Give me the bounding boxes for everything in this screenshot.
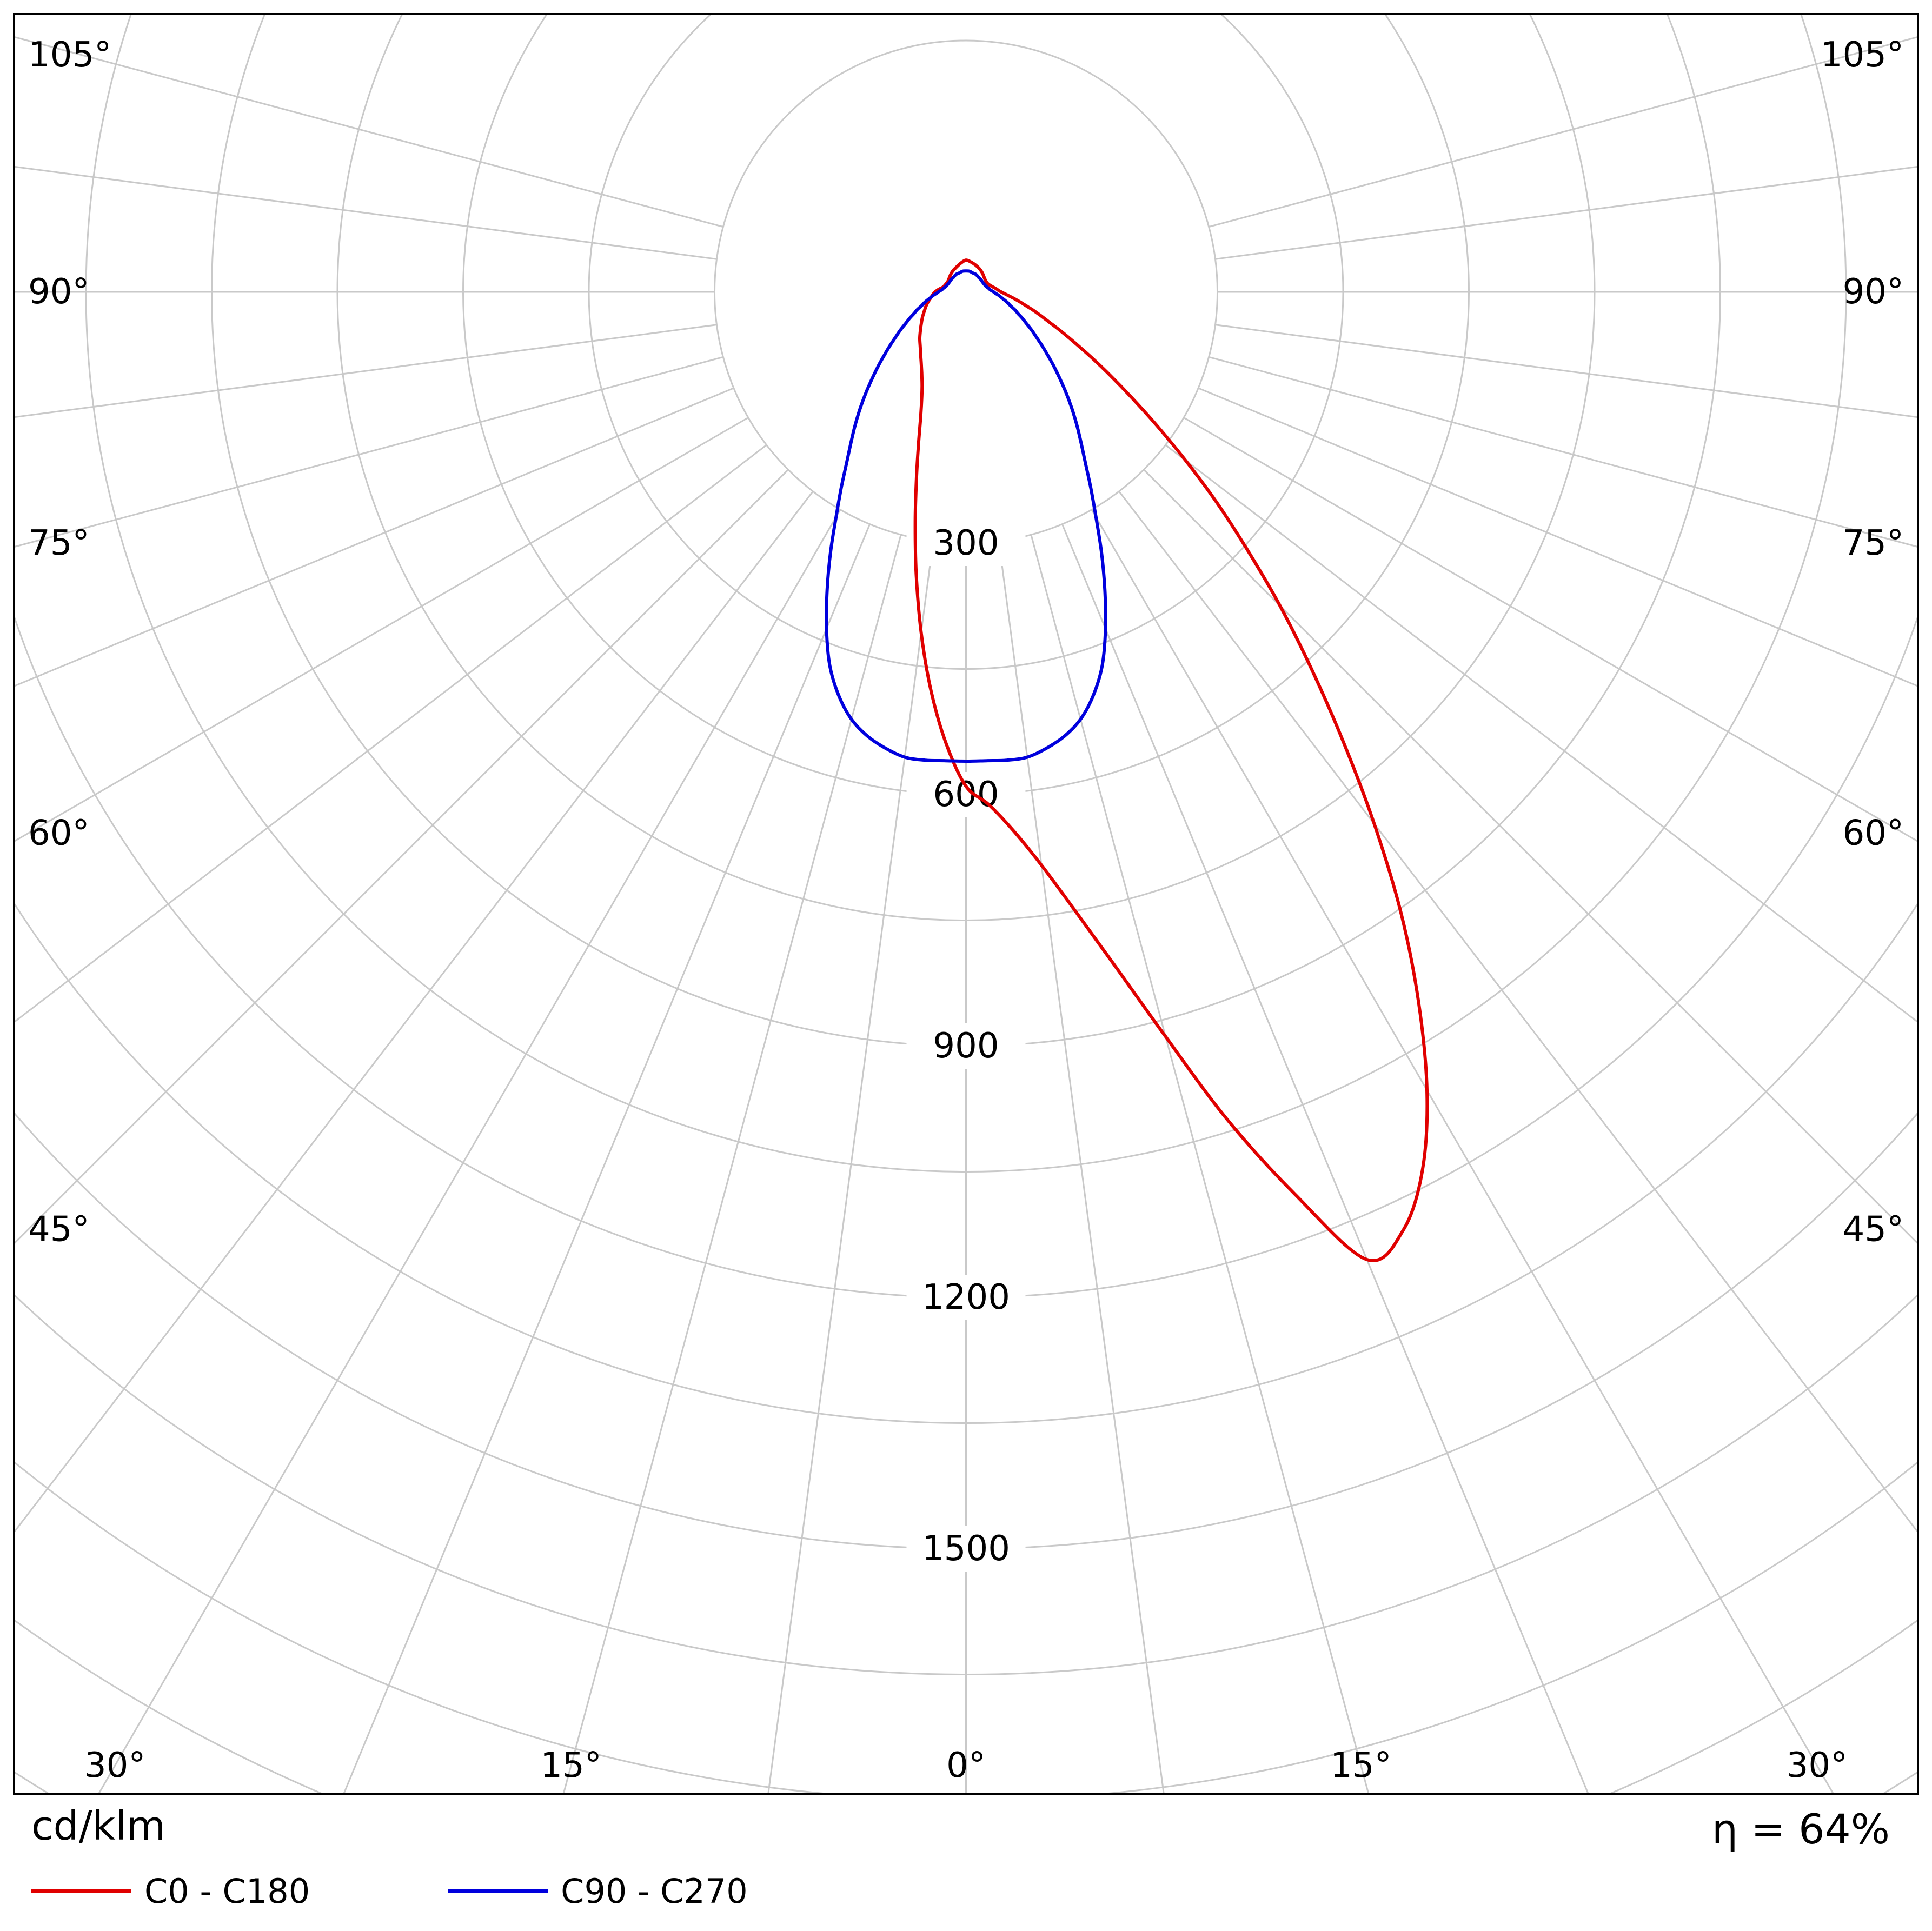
angle-label: 105° — [1821, 35, 1904, 75]
radial-label-mask — [906, 772, 1026, 817]
legend-label-c0-c180: C0 - C180 — [144, 1872, 310, 1911]
legend-item-c90-c270: C90 - C270 — [448, 1872, 748, 1911]
radial-label-mask — [906, 1023, 1026, 1069]
legend-line-c90-c270-icon — [448, 1889, 548, 1893]
angle-label: 15° — [1330, 1746, 1391, 1786]
angle-label: 45° — [1843, 1210, 1904, 1250]
radial-axis-labels: 300 600 900 1200 1500 — [906, 521, 1026, 1572]
curve-c90-c270 — [825, 269, 1107, 763]
legend-line-c0-c180-icon — [31, 1889, 131, 1893]
radial-label: 900 — [933, 1026, 999, 1066]
angle-label: 45° — [28, 1210, 89, 1250]
radial-label: 1200 — [922, 1277, 1010, 1317]
angle-label: 15° — [540, 1746, 601, 1786]
legend-item-c0-c180: C0 - C180 — [31, 1872, 310, 1911]
radial-label: 1500 — [922, 1529, 1010, 1569]
angle-label: 30° — [84, 1746, 145, 1786]
angle-label: 0° — [946, 1746, 986, 1786]
angle-label: 30° — [1787, 1746, 1848, 1786]
legend-label-c90-c270: C90 - C270 — [561, 1872, 748, 1911]
chart-frame — [13, 13, 1919, 1795]
efficiency-label: η = 64% — [1711, 1805, 1890, 1853]
angle-label: 105° — [28, 35, 111, 75]
angle-label: 90° — [28, 272, 89, 312]
angle-label: 75° — [1843, 523, 1904, 563]
radial-label: 600 — [933, 775, 999, 815]
intensity-curves — [825, 258, 1429, 1262]
legend: C0 - C180 C90 - C270 — [31, 1872, 886, 1911]
radial-label-mask — [906, 521, 1026, 566]
angle-label: 60° — [1843, 813, 1904, 853]
radial-label-mask — [906, 1275, 1026, 1320]
angle-axis-labels: 0° 15° 15° 30° 30° 45° 45° 60° 60° 75° 75° 90° 90° 10… — [28, 35, 1904, 1786]
angle-label: 75° — [28, 523, 89, 563]
radial-label-mask — [906, 1526, 1026, 1572]
angle-label: 90° — [1843, 272, 1904, 312]
curve-c0-c180 — [913, 258, 1429, 1262]
unit-label: cd/klm — [31, 1803, 166, 1849]
angle-label: 60° — [28, 813, 89, 853]
radial-label: 300 — [933, 523, 999, 563]
